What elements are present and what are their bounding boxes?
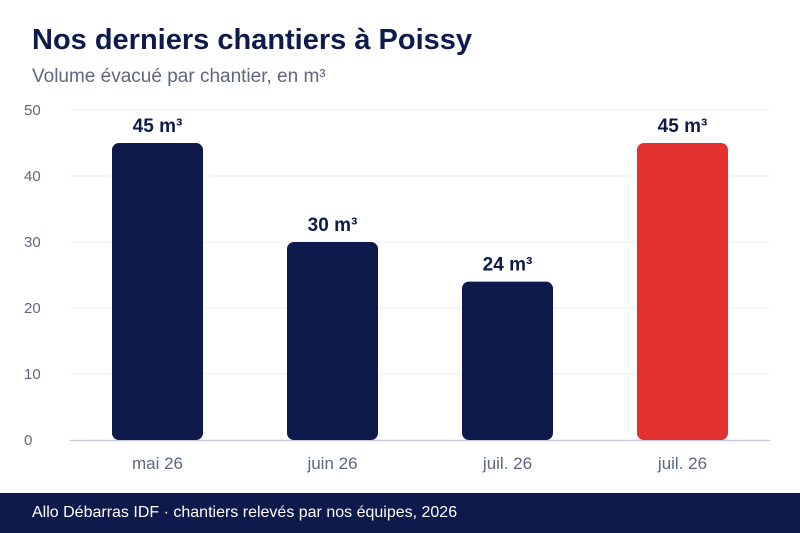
bar-3 <box>462 281 553 440</box>
bar-data-label: 24 m³ <box>483 255 533 276</box>
bar-data-label: 45 m³ <box>658 116 708 137</box>
bar-chart: 0 10 20 30 40 50 45 m³ mai 26 30 m³ juin 26 24 m³ j… <box>24 102 770 473</box>
chart-subtitle: Volume évacué par chantier, en m³ <box>32 66 326 87</box>
bar-4 <box>637 143 728 440</box>
bar-data-label: 45 m³ <box>133 116 183 137</box>
y-tick-label: 10 <box>24 366 41 383</box>
bar-1 <box>112 143 203 440</box>
y-tick-label: 40 <box>24 168 41 185</box>
y-tick-label: 50 <box>24 102 41 119</box>
x-tick-label: juin 26 <box>306 454 357 473</box>
bar-2 <box>287 242 378 440</box>
bar-data-label: 30 m³ <box>308 215 358 236</box>
chart-title: Nos derniers chantiers à Poissy <box>32 24 473 56</box>
y-tick-label: 30 <box>24 234 41 251</box>
x-tick-label: juil. 26 <box>657 454 707 473</box>
footer-source-text: Allo Débarras IDF · chantiers relevés pa… <box>32 504 458 521</box>
x-tick-label: mai 26 <box>132 454 183 473</box>
y-tick-label: 20 <box>24 300 41 317</box>
footer-bar: Allo Débarras IDF · chantiers relevés pa… <box>0 493 800 533</box>
y-tick-label: 0 <box>24 432 32 449</box>
x-tick-label: juil. 26 <box>482 454 532 473</box>
